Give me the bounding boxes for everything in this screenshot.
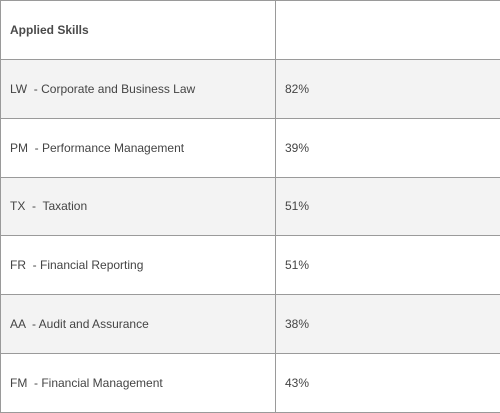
table-row: FM - Financial Management 43% bbox=[1, 353, 500, 412]
score-cell: 39% bbox=[276, 118, 500, 177]
subject-cell: FR - Financial Reporting bbox=[1, 236, 276, 295]
score-cell: 51% bbox=[276, 236, 500, 295]
table-row: PM - Performance Management 39% bbox=[1, 118, 500, 177]
table-row: FR - Financial Reporting 51% bbox=[1, 236, 500, 295]
score-cell: 38% bbox=[276, 295, 500, 354]
subject-cell: PM - Performance Management bbox=[1, 118, 276, 177]
subject-cell: AA - Audit and Assurance bbox=[1, 295, 276, 354]
subject-cell: LW - Corporate and Business Law bbox=[1, 60, 276, 119]
score-cell: 51% bbox=[276, 177, 500, 236]
table-row: LW - Corporate and Business Law 82% bbox=[1, 60, 500, 119]
table-row: TX - Taxation 51% bbox=[1, 177, 500, 236]
subject-cell: FM - Financial Management bbox=[1, 353, 276, 412]
subject-cell: TX - Taxation bbox=[1, 177, 276, 236]
header-value bbox=[276, 1, 500, 60]
header-label: Applied Skills bbox=[1, 1, 276, 60]
score-cell: 82% bbox=[276, 60, 500, 119]
table-header-row: Applied Skills bbox=[1, 1, 500, 60]
score-cell: 43% bbox=[276, 353, 500, 412]
table-row: AA - Audit and Assurance 38% bbox=[1, 295, 500, 354]
